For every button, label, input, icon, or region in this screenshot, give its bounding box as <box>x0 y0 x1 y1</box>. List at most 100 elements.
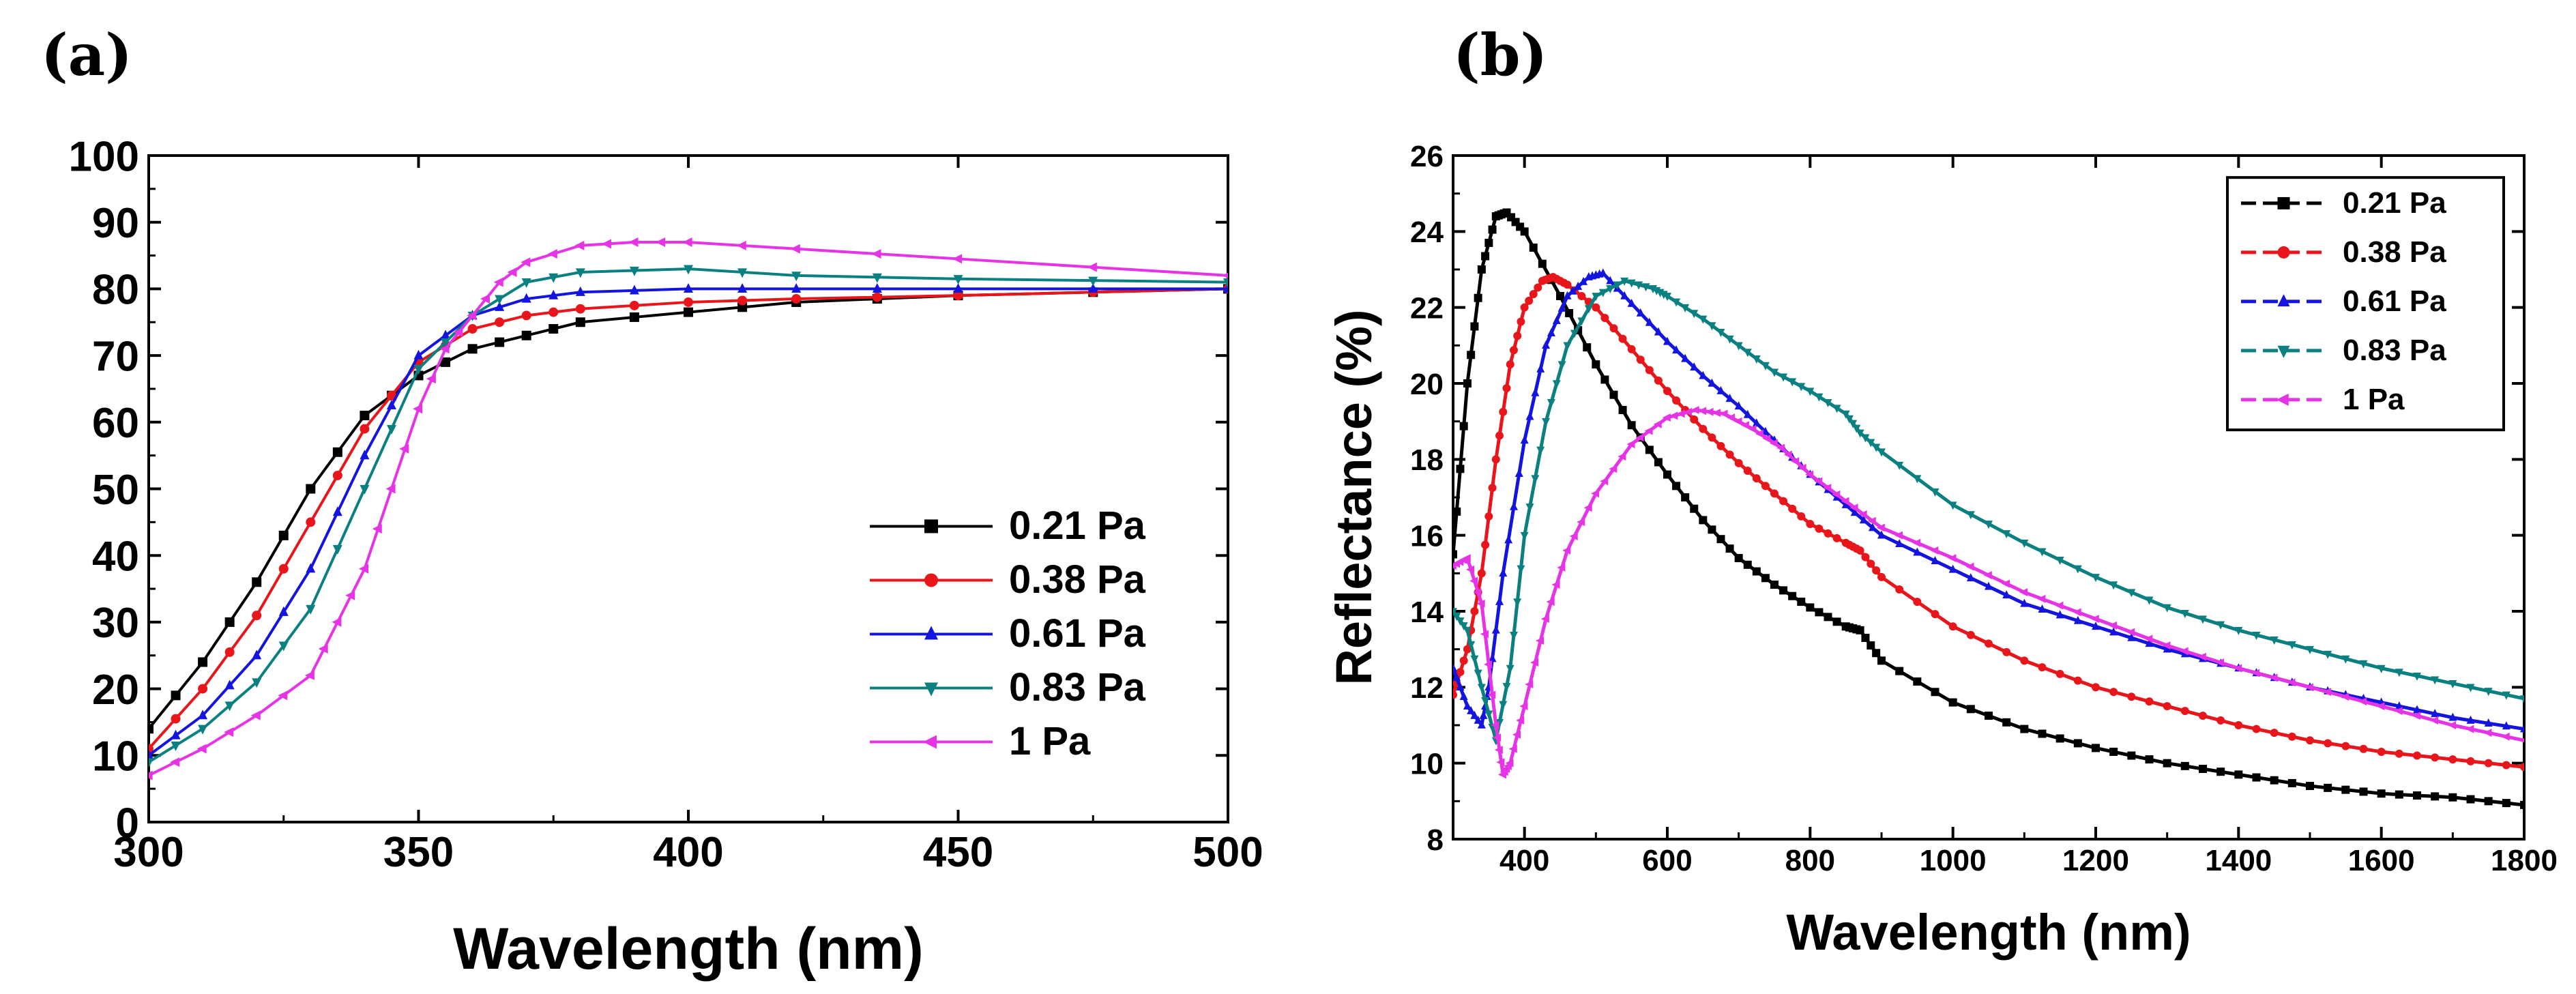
x-tick-label: 400 <box>653 829 723 876</box>
data-point <box>1542 418 1551 426</box>
data-point <box>1577 518 1585 527</box>
data-point <box>1867 641 1875 650</box>
data-point <box>2126 628 2135 637</box>
data-point <box>1494 746 1503 755</box>
data-point <box>1761 426 1770 435</box>
legend-marker <box>924 519 938 533</box>
data-point <box>2073 739 2082 748</box>
data-point <box>1699 315 1708 324</box>
data-point <box>1481 697 1490 706</box>
data-point <box>2413 751 2421 760</box>
data-point <box>1520 303 1529 312</box>
data-point <box>1877 530 1886 539</box>
data-point <box>575 317 585 327</box>
data-point <box>1467 641 1476 649</box>
data-point <box>2234 627 2243 636</box>
data-point <box>332 447 342 457</box>
data-point <box>1699 370 1708 379</box>
data-point <box>1488 225 1497 234</box>
data-point <box>521 278 531 289</box>
data-point <box>1598 268 1607 277</box>
legend-label: 1 Pa <box>1009 719 1091 763</box>
data-point <box>1868 523 1877 531</box>
data-point <box>2429 716 2438 725</box>
data-point <box>318 643 328 654</box>
data-point <box>198 710 208 720</box>
data-point <box>149 749 153 759</box>
data-point <box>548 289 559 299</box>
data-point <box>1499 568 1508 577</box>
data-point <box>1716 329 1725 338</box>
data-point <box>2466 715 2475 724</box>
data-point <box>360 411 370 421</box>
data-point <box>1525 503 1534 512</box>
data-point <box>1681 353 1690 362</box>
data-point <box>2234 770 2243 779</box>
data-point <box>278 690 288 701</box>
data-point <box>1618 334 1627 343</box>
data-point <box>1530 658 1539 667</box>
data-point <box>629 300 639 310</box>
data-point <box>2127 751 2136 760</box>
data-point <box>1641 283 1650 292</box>
data-point <box>1504 535 1513 544</box>
data-point <box>1654 376 1663 385</box>
data-point <box>871 249 881 259</box>
data-point <box>1477 265 1486 274</box>
data-point <box>1531 475 1540 484</box>
data-point <box>1725 544 1734 553</box>
data-point <box>684 307 693 317</box>
data-point <box>1584 305 1593 314</box>
data-point <box>1529 290 1538 299</box>
data-point <box>1484 660 1493 669</box>
data-point <box>2287 678 2296 687</box>
data-point <box>1948 554 1957 563</box>
data-point <box>1467 351 1476 360</box>
data-point <box>2092 574 2100 583</box>
data-point <box>2109 627 2118 636</box>
y-tick-label: 50 <box>92 467 139 514</box>
data-point <box>1620 291 1629 299</box>
data-point <box>2483 729 2492 737</box>
data-point <box>1690 415 1699 424</box>
data-point <box>791 294 802 304</box>
data-point <box>2020 540 2029 548</box>
data-point <box>1525 411 1534 420</box>
x-tick-label: 450 <box>923 829 993 876</box>
data-point <box>1832 490 1841 499</box>
data-point <box>1663 470 1671 479</box>
data-point <box>198 657 208 667</box>
data-point <box>2127 589 2136 598</box>
data-point <box>790 244 800 254</box>
data-point <box>1948 564 1957 573</box>
data-point <box>1815 524 1824 533</box>
data-point <box>1509 501 1518 510</box>
data-point <box>2448 755 2457 764</box>
data-point <box>2341 742 2350 750</box>
data-point <box>360 484 370 495</box>
data-point <box>2252 631 2261 640</box>
data-point <box>171 714 181 724</box>
data-point <box>439 344 450 354</box>
y-tick-label: 12 <box>1410 671 1444 705</box>
chart-a: 0 10 20 30 40 50 60 70 80 90 100 300 350 400 450 500 Wav… <box>69 133 1263 982</box>
data-point <box>1725 394 1734 403</box>
data-point <box>548 307 559 317</box>
data-point <box>953 283 963 293</box>
data-point <box>495 301 505 311</box>
data-point <box>1849 420 1858 428</box>
data-point <box>2502 799 2511 808</box>
data-point <box>1965 562 1974 571</box>
data-point <box>1568 286 1577 295</box>
data-point <box>1477 720 1486 729</box>
data-point <box>1519 702 1528 711</box>
data-point <box>1538 259 1547 268</box>
data-point <box>2002 647 2011 656</box>
data-point <box>1743 349 1752 357</box>
data-point <box>1583 503 1592 512</box>
data-point <box>1752 418 1761 427</box>
data-point <box>1470 655 1479 664</box>
data-point <box>1618 405 1627 414</box>
data-point <box>1591 489 1600 498</box>
data-point <box>2055 734 2064 743</box>
